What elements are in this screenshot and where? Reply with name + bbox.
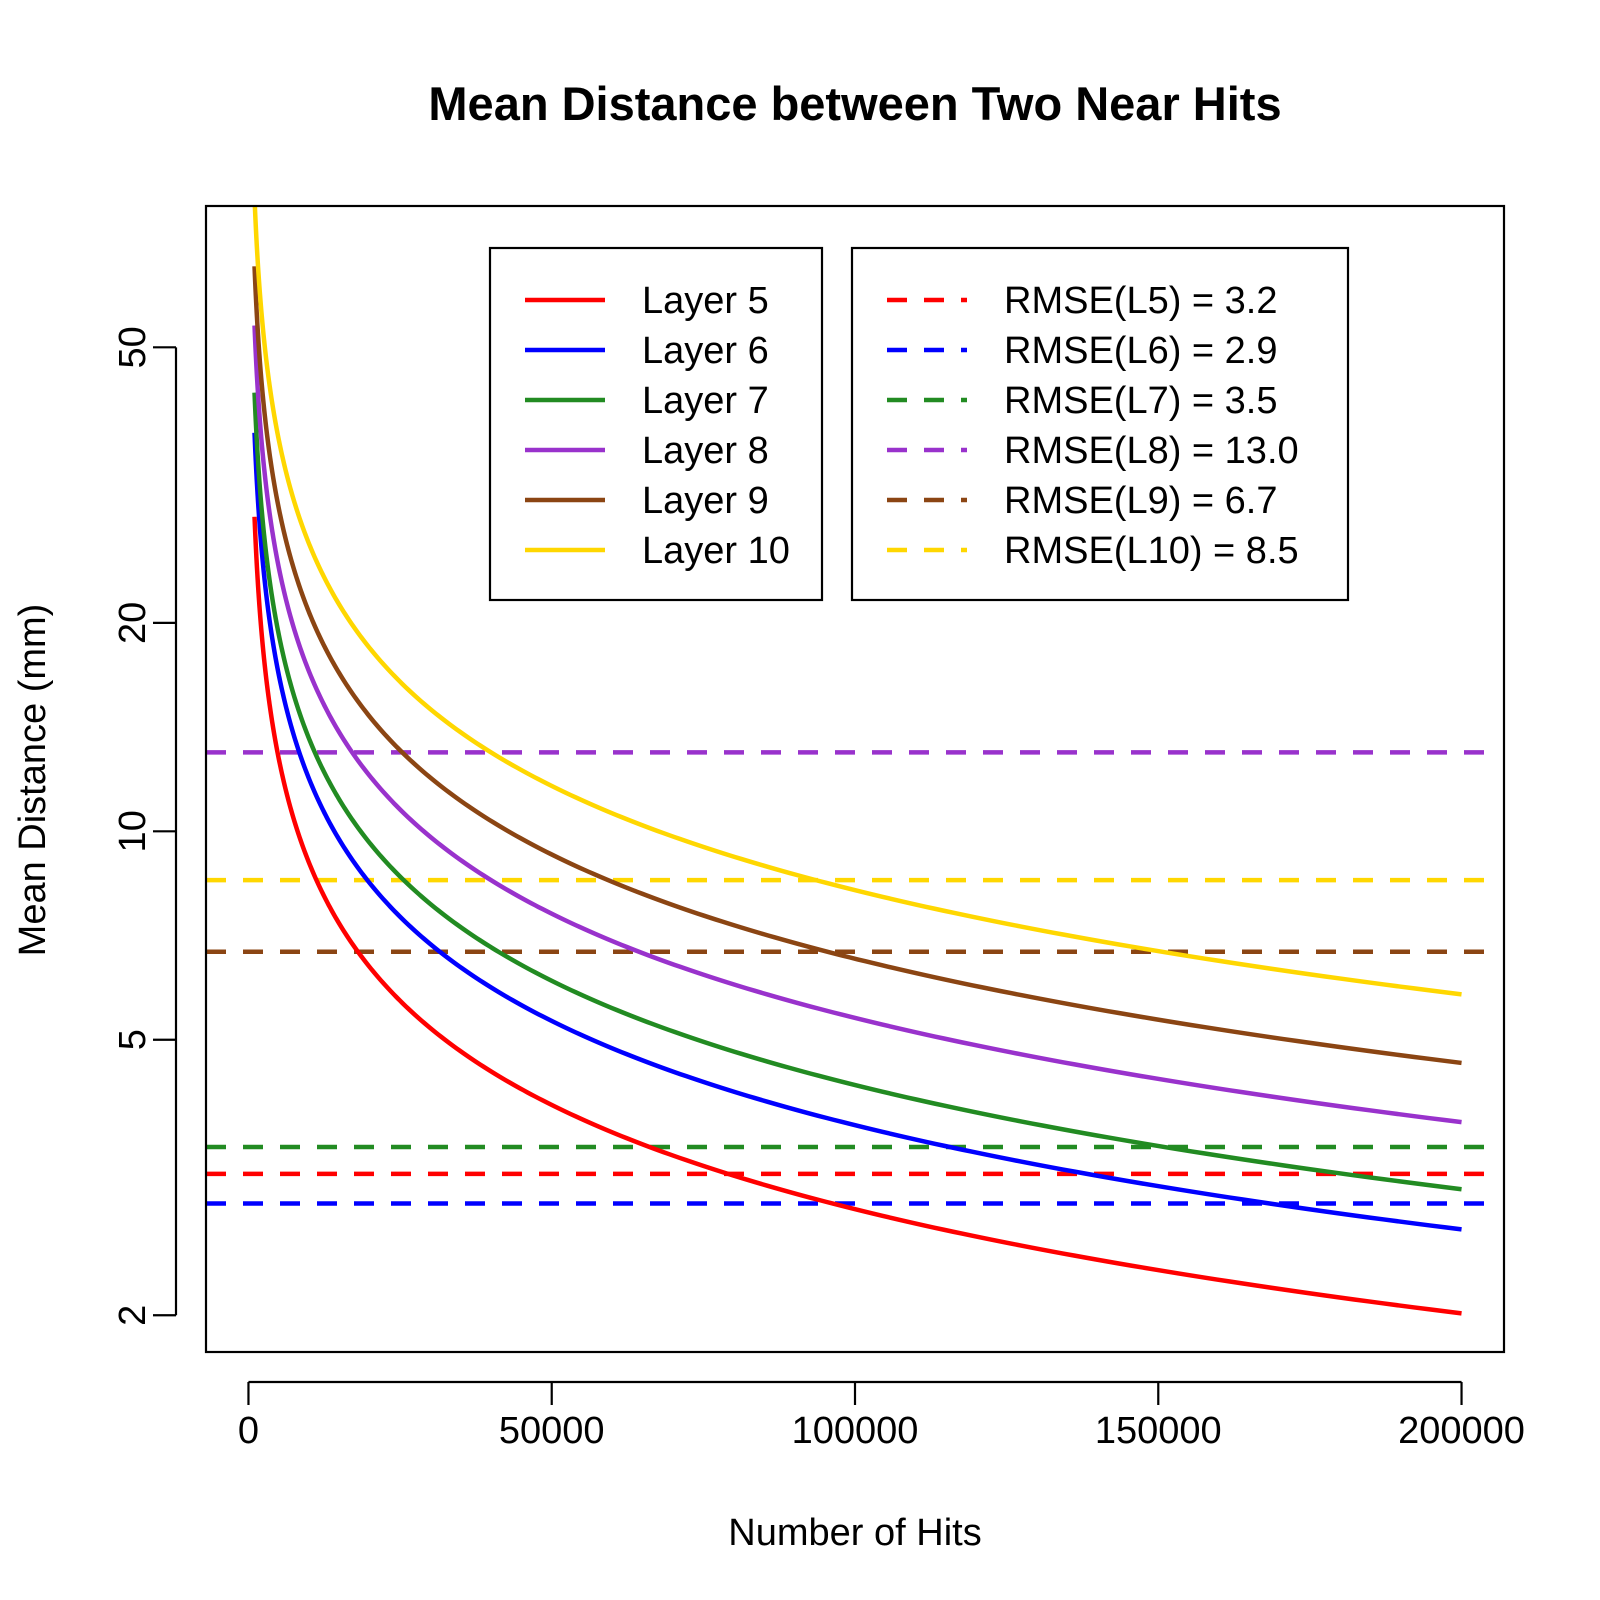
legend-label-layer-10: Layer 10	[642, 530, 790, 572]
legend-label-layer-7: Layer 7	[642, 380, 769, 422]
legend-label-layer-5: Layer 5	[642, 280, 769, 322]
series-line-layer-8	[252, 325, 1462, 1125]
legend-layers: Layer 5 Layer 6 Layer 7 Layer 8 Layer 9 Layer…	[488, 246, 824, 602]
x-axis-label: Number of Hits	[728, 1512, 981, 1554]
series-line-layer-6	[252, 432, 1462, 1232]
y-tick-label: 10	[112, 810, 154, 852]
legend-label-rmse-l10-8-5: RMSE(L10) = 8.5	[1004, 530, 1299, 572]
legend-label-layer-8: Layer 8	[642, 430, 769, 472]
x-tick-label: 100000	[792, 1410, 919, 1452]
series-line-layer-10	[252, 206, 1462, 997]
x-tick-label: 150000	[1095, 1410, 1222, 1452]
y-tick-label: 20	[112, 602, 154, 644]
legend-label-layer-6: Layer 6	[642, 330, 769, 372]
series-lines	[252, 206, 1462, 1316]
x-axis: 0 50000 100000 150000 200000	[238, 1380, 1525, 1452]
series-line-layer-9	[252, 266, 1462, 1066]
legend-rmse-box	[850, 246, 1350, 602]
reference-lines	[206, 750, 1488, 1206]
legend-label-layer-9: Layer 9	[642, 480, 769, 522]
x-tick-label: 50000	[499, 1410, 605, 1452]
y-axis: 2 5 10 20 50	[112, 326, 178, 1326]
x-tick-label: 200000	[1398, 1410, 1525, 1452]
legend-label-rmse-l8-13-0: RMSE(L8) = 13.0	[1004, 430, 1299, 472]
series-line-layer-7	[252, 392, 1462, 1192]
y-axis-label: Mean Distance (mm)	[12, 604, 54, 957]
plot-frame	[204, 204, 1506, 1354]
legend-label-rmse-l5-3-2: RMSE(L5) = 3.2	[1004, 280, 1278, 322]
series-line-layer-5	[252, 516, 1462, 1316]
y-tick-label: 5	[112, 1029, 154, 1050]
x-tick-label: 0	[238, 1410, 259, 1452]
y-tick-label: 2	[112, 1305, 154, 1326]
chart-title: Mean Distance between Two Near Hits	[428, 77, 1281, 130]
y-tick-label: 50	[112, 326, 154, 368]
legend-label-rmse-l6-2-9: RMSE(L6) = 2.9	[1004, 330, 1278, 372]
legend-layers-box	[488, 246, 824, 602]
legend-rmse: RMSE(L5) = 3.2 RMSE(L6) = 2.9 RMSE(L7) = 3…	[850, 246, 1350, 602]
legend-label-rmse-l9-6-7: RMSE(L9) = 6.7	[1004, 480, 1278, 522]
legend-label-rmse-l7-3-5: RMSE(L7) = 3.5	[1004, 380, 1278, 422]
